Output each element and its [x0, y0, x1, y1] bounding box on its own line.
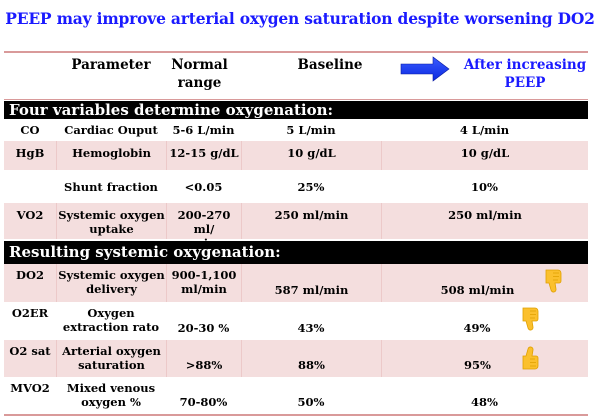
row-baseline: 587 ml/min: [241, 264, 381, 302]
row-abbr: VO2: [16, 208, 44, 222]
header-rule: [4, 99, 588, 100]
header-after-line1: After increasing: [463, 57, 587, 73]
right-arrow-icon: [400, 56, 450, 82]
table-row-co: CO Cardiac Ouput 5-6 L/min 5 L/min 4 L/m…: [4, 119, 588, 141]
row-after: 508 ml/min: [381, 264, 588, 302]
row-param: Shunt fraction: [64, 180, 158, 194]
table-row-mvo2: MVO2 Mixed venous oxygen % 70-80% 50% 48…: [4, 377, 588, 414]
row-param: Hemoglobin: [56, 141, 166, 170]
row-after: 4 L/min: [459, 123, 510, 137]
row-normal: 200-270 ml/ min: [166, 203, 241, 250]
row-normal: 900-1,100 ml/min: [166, 264, 241, 302]
table-row-do2: DO2 Systemic oxygen delivery 900-1,100 m…: [4, 264, 588, 302]
row-param-line1: Systemic oxygen: [58, 268, 165, 282]
row-param: Arterial oxygen saturation: [56, 340, 166, 377]
row-param-line2: extraction rato: [62, 320, 160, 334]
row-baseline: 10 g/dL: [241, 141, 381, 170]
row-baseline: 88%: [241, 340, 381, 377]
thumbs-down-icon: [522, 307, 539, 331]
row-after: 95%: [381, 340, 588, 377]
row-param: Systemic oxygen uptake: [56, 203, 166, 239]
section-bar-resulting-oxygenation: Resulting systemic oxygenation:: [4, 241, 588, 264]
slide-title: PEEP may improve arterial oxygen saturat…: [5, 9, 595, 28]
row-normal: 20-30 %: [177, 321, 230, 335]
row-abbr: MVO2: [10, 381, 50, 395]
row-after: 250 ml/min: [381, 203, 588, 239]
row-baseline: 43%: [297, 321, 325, 335]
row-normal: >88%: [166, 340, 241, 377]
row-abbr: DO2: [16, 268, 44, 282]
header-after-peep: After increasing PEEP: [455, 56, 595, 92]
row-normal: <0.05: [184, 180, 223, 194]
row-after: 10 g/dL: [381, 141, 588, 170]
table-row-o2sat: O2 sat Arterial oxygen saturation >88% 8…: [4, 340, 588, 377]
header-after-line2: PEEP: [504, 75, 546, 91]
header-normal-range: Normal range: [162, 56, 237, 92]
row-normal: 12-15 g/dL: [166, 141, 241, 170]
row-normal-line2: ml/min: [181, 282, 227, 296]
row-param-line2: oxygen %: [81, 395, 141, 409]
row-normal-line1: 200-270 ml/: [177, 208, 231, 236]
row-baseline: 25%: [297, 180, 325, 194]
table-row-o2er: O2ER Oxygen extraction rato 20-30 % 43% …: [4, 302, 588, 340]
row-normal: 70-80%: [179, 395, 228, 409]
row-param-line2: uptake: [89, 222, 134, 236]
row-param-line1: Arterial oxygen: [62, 344, 161, 358]
row-param-line1: Systemic oxygen: [58, 208, 165, 222]
row-after: 10%: [471, 180, 498, 194]
header-normal-line1: Normal: [171, 57, 228, 73]
row-param: Systemic oxygen delivery: [56, 264, 166, 302]
thumbs-down-icon: [545, 269, 562, 293]
table-row-shunt: Shunt fraction <0.05 25% 10%: [4, 170, 588, 203]
row-abbr: O2 sat: [9, 344, 51, 358]
row-baseline: 250 ml/min: [241, 203, 381, 239]
row-param: Cardiac Ouput: [64, 123, 158, 137]
header-parameter: Parameter: [71, 57, 151, 73]
row-abbr: O2ER: [11, 306, 49, 320]
row-param-line1: Mixed venous: [66, 381, 156, 395]
row-normal: 5-6 L/min: [172, 123, 235, 137]
row-normal-line1: 900-1,100: [171, 268, 237, 282]
row-abbr: HgB: [15, 146, 45, 160]
row-baseline: 50%: [297, 395, 325, 409]
header-normal-line2: range: [177, 75, 222, 91]
thumbs-up-icon: [522, 346, 539, 370]
header-baseline: Baseline: [297, 57, 363, 73]
row-abbr: CO: [20, 123, 40, 137]
row-abbr: [4, 170, 56, 203]
row-param: Oxygen extraction rato: [56, 302, 166, 340]
row-baseline: 5 L/min: [286, 123, 336, 137]
row-param-line2: delivery: [86, 282, 137, 296]
row-param-line2: saturation: [78, 358, 145, 372]
row-after: 48%: [471, 395, 498, 409]
row-param-line1: Oxygen: [87, 306, 135, 320]
top-rule: [4, 51, 588, 53]
row-after: 49%: [463, 321, 491, 335]
table-row-hgb: HgB Hemoglobin 12-15 g/dL 10 g/dL 10 g/d…: [4, 141, 588, 170]
row-param: Mixed venous oxygen %: [56, 377, 166, 414]
bottom-rule: [4, 414, 588, 416]
section-bar-four-variables: Four variables determine oxygenation:: [4, 101, 588, 119]
table-row-vo2: VO2 Systemic oxygen uptake 200-270 ml/ m…: [4, 203, 588, 250]
